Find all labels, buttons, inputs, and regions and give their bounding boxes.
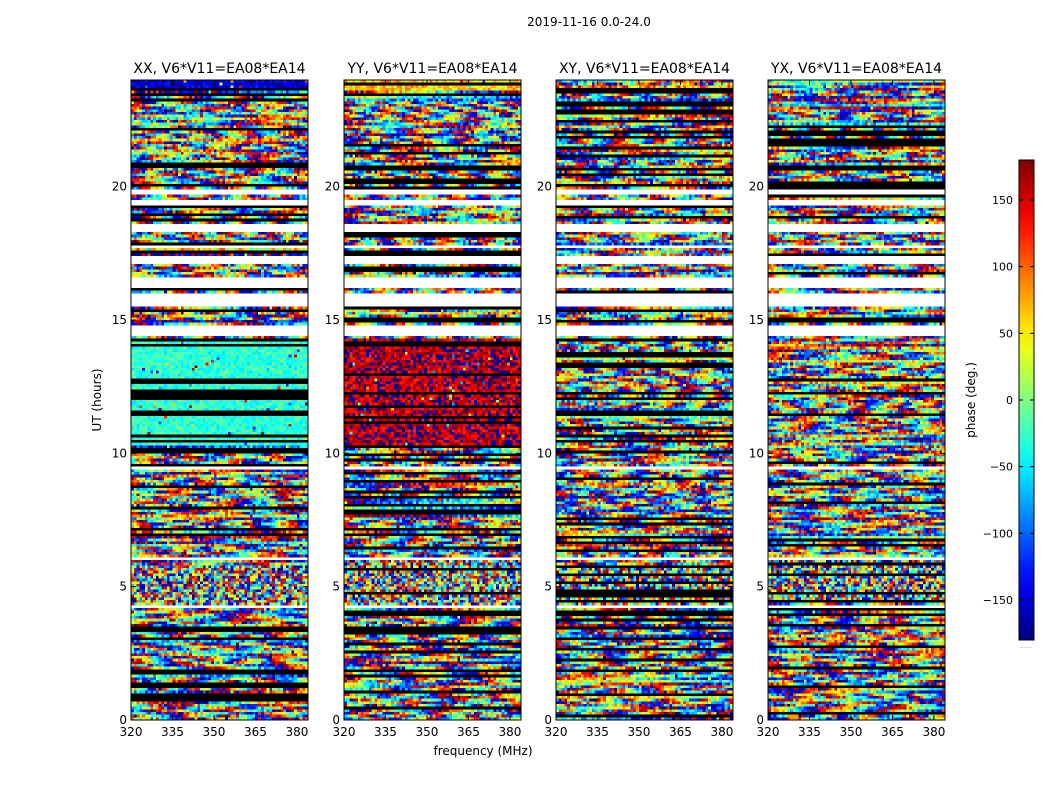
colorbar-tick-label: 0 (1006, 394, 1013, 407)
x-tick-label: 335 (161, 725, 184, 739)
panel-yy: YY, V6*V11=EA08*EA14 320 335 350 365 380 0 5 10 1… (325, 61, 522, 739)
axes-frame (130, 79, 309, 721)
x-tick-label: 365 (881, 725, 904, 739)
panel-title: YX, V6*V11=EA08*EA14 (770, 61, 942, 77)
x-axis-label: frequency (MHz) (433, 744, 532, 758)
colorbar-footnote: ...... (1020, 643, 1032, 650)
colorbar-tick-label: −50 (990, 461, 1013, 474)
phase-heatmap (556, 80, 733, 720)
y-tick-label: 0 (544, 713, 552, 727)
colorbar-tick-label: −150 (983, 594, 1013, 607)
x-tick-label: 365 (457, 725, 480, 739)
y-tick-label: 5 (332, 580, 340, 594)
panel-title: XY, V6*V11=EA08*EA14 (559, 61, 730, 77)
y-tick-label: 0 (119, 713, 127, 727)
x-tick-label: 335 (798, 725, 821, 739)
x-tick-label: 350 (628, 725, 651, 739)
y-tick-label: 20 (749, 180, 764, 194)
x-tick-label: 380 (285, 725, 308, 739)
x-tick-label: 350 (416, 725, 439, 739)
y-tick-label: 5 (756, 580, 764, 594)
y-tick-label: 0 (756, 713, 764, 727)
phase-heatmap (344, 80, 521, 720)
x-tick-label: 365 (244, 725, 267, 739)
panel-xy: XY, V6*V11=EA08*EA14 320 335 350 365 380 0 5 10 1… (537, 61, 734, 739)
colorbar: −150 −100 −50 0 50 100 150 (983, 159, 1035, 641)
panel-title: YY, V6*V11=EA08*EA14 (346, 61, 517, 77)
y-tick-label: 15 (537, 313, 552, 327)
y-axis-label: UT (hours) (90, 368, 104, 431)
panel-xx: XX, V6*V11=EA08*EA14 320 335 350 365 380 0 5 10 1… (112, 61, 309, 739)
y-tick-label: 10 (325, 446, 340, 460)
panel-title: XX, V6*V11=EA08*EA14 (133, 61, 305, 77)
x-tick-label: 350 (203, 725, 226, 739)
panels: XX, V6*V11=EA08*EA14 320 335 350 365 380 0 5 10 1… (112, 61, 946, 739)
x-tick-label: 320 (757, 725, 780, 739)
y-tick-label: 10 (112, 446, 127, 460)
colorbar-tick-label: 100 (992, 261, 1013, 274)
y-tick-label: 10 (749, 446, 764, 460)
y-tick-label: 5 (119, 580, 127, 594)
phase-heatmap (768, 80, 945, 720)
axes-frame (555, 79, 734, 721)
x-tick-label: 335 (374, 725, 397, 739)
x-tick-label: 350 (840, 725, 863, 739)
colorbar-tick-label: −100 (983, 527, 1013, 540)
y-tick-label: 20 (112, 180, 127, 194)
y-tick-label: 15 (749, 313, 764, 327)
y-tick-label: 0 (332, 713, 340, 727)
axes-frame (343, 79, 522, 721)
y-tick-label: 20 (537, 180, 552, 194)
colorbar-tick-label: 50 (999, 327, 1013, 340)
x-tick-label: 365 (669, 725, 692, 739)
phase-heatmap (131, 80, 308, 720)
x-tick-label: 320 (545, 725, 568, 739)
y-tick-label: 5 (544, 580, 552, 594)
panel-yx: YX, V6*V11=EA08*EA14 320 335 350 365 380 0 5 10 1… (749, 61, 946, 739)
x-tick-label: 380 (710, 725, 733, 739)
axes-frame (767, 79, 946, 721)
x-tick-label: 335 (586, 725, 609, 739)
y-tick-label: 15 (325, 313, 340, 327)
colorbar-label: phase (deg.) (964, 362, 978, 438)
y-tick-label: 15 (112, 313, 127, 327)
x-tick-label: 320 (333, 725, 356, 739)
x-tick-label: 380 (922, 725, 945, 739)
figure-title: 2019-11-16 0.0-24.0 (527, 15, 651, 29)
colorbar-tick-label: 150 (992, 194, 1013, 207)
y-tick-label: 10 (537, 446, 552, 460)
x-tick-label: 320 (120, 725, 143, 739)
y-tick-label: 20 (325, 180, 340, 194)
x-tick-label: 380 (498, 725, 521, 739)
